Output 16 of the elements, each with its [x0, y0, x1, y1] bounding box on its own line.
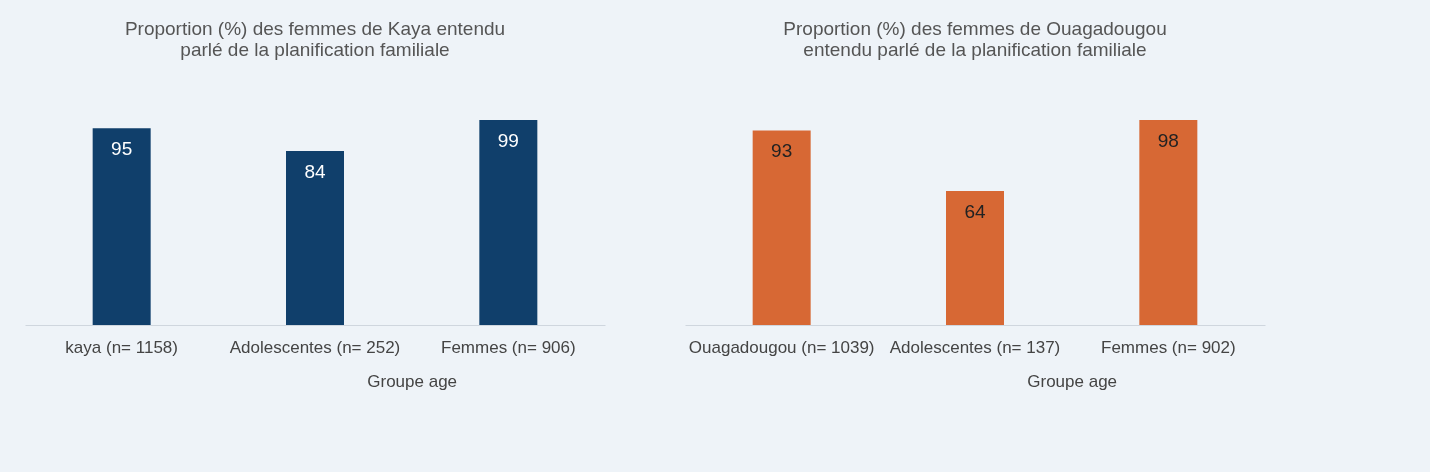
x-axis-title: Groupe age — [1027, 371, 1118, 391]
data-label: 93 — [771, 140, 793, 162]
x-tick-label: Ouagadougou (n= 1039) — [688, 337, 875, 357]
data-label: 99 — [497, 130, 519, 151]
x-tick-label: kaya (n= 1158) — [65, 337, 178, 357]
data-label: 98 — [1157, 130, 1179, 151]
x-tick-label: Femmes (n= 902) — [1101, 337, 1236, 357]
data-label: 64 — [964, 201, 986, 223]
chart-title: Proportion (%) des femmes de Kaya entendu parlé de la planification familiale — [124, 18, 506, 60]
x-tick-label: Adolescentes (n= 252) — [229, 337, 401, 357]
x-tick-label: Femmes (n= 906) — [441, 337, 576, 357]
data-label: 84 — [304, 161, 326, 183]
x-tick-label: Adolescentes (n= 137) — [889, 337, 1061, 357]
data-label: 95 — [111, 138, 133, 160]
x-axis-title: Groupe age — [367, 371, 458, 391]
chart-title: Proportion (%) des femmes de Ouagadougou entendu parlé de la planification familiale — [783, 18, 1167, 60]
